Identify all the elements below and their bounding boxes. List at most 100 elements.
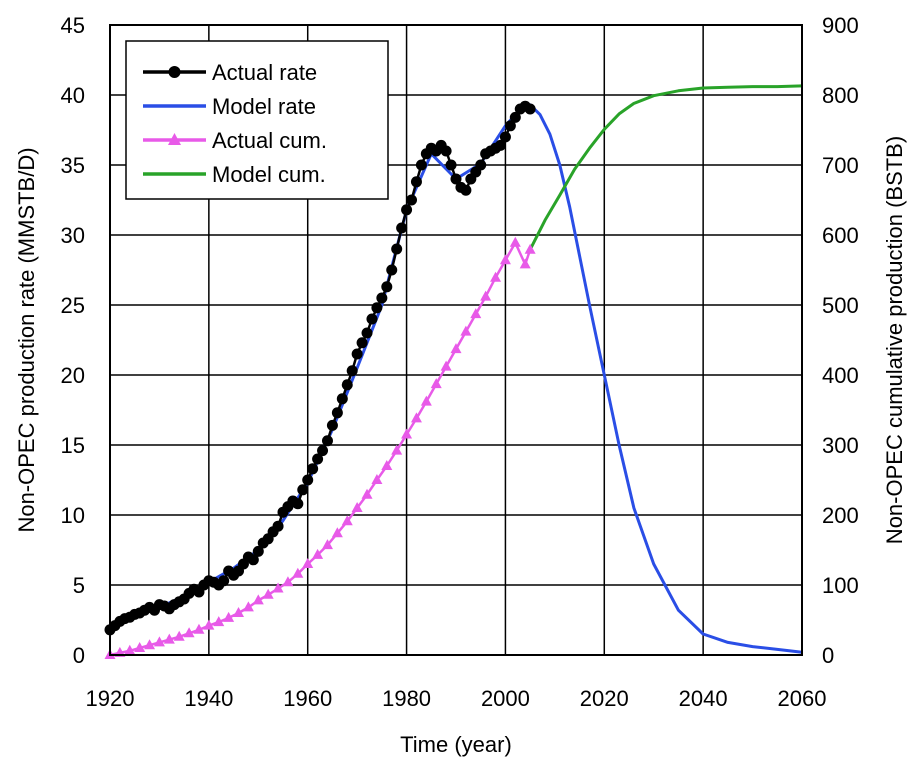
series-model-cum: [528, 84, 803, 251]
y2-tick-label: 700: [822, 153, 859, 178]
legend-label: Model cum.: [212, 162, 326, 187]
legend-label: Actual rate: [212, 60, 317, 85]
data-point: [410, 412, 422, 423]
data-point: [494, 139, 506, 151]
data-point: [381, 460, 393, 470]
y-tick-label: 5: [73, 573, 85, 598]
legend-label: Model rate: [212, 94, 316, 119]
data-point: [445, 159, 457, 171]
data-point: [480, 290, 492, 301]
legend-marker: [168, 133, 181, 145]
data-point: [312, 548, 324, 559]
data-point: [233, 607, 245, 617]
data-point: [183, 627, 195, 638]
x-tick-label: 2020: [580, 686, 629, 711]
data-point: [193, 623, 205, 634]
x-tick-label: 2000: [481, 686, 530, 711]
data-point: [519, 258, 531, 269]
data-point: [386, 264, 398, 276]
data-point: [302, 558, 314, 568]
y-tick-label: 15: [61, 433, 85, 458]
data-point: [450, 343, 462, 354]
series-line-model-cum: [528, 84, 803, 251]
legend-item: Actual rate: [143, 60, 317, 85]
data-point: [440, 360, 452, 371]
data-point: [218, 575, 230, 587]
series-actual-rate: [104, 100, 536, 636]
x-axis-title: Time (year): [400, 732, 512, 757]
data-point: [331, 527, 343, 538]
y2-tick-label: 800: [822, 83, 859, 108]
data-point: [361, 488, 373, 499]
data-point: [401, 204, 413, 216]
data-point: [144, 639, 156, 650]
x-tick-label: 1960: [283, 686, 332, 711]
data-point: [415, 159, 427, 171]
data-point: [247, 554, 259, 566]
data-point: [252, 545, 264, 557]
y-tick-label: 45: [61, 13, 85, 38]
y2-tick-label: 500: [822, 293, 859, 318]
data-point: [302, 474, 314, 486]
y-tick-label: 40: [61, 83, 85, 108]
data-point: [351, 348, 363, 360]
data-point: [406, 194, 418, 206]
data-point: [470, 308, 482, 319]
data-point: [307, 463, 319, 475]
data-point: [341, 379, 353, 391]
data-point: [430, 378, 442, 389]
data-point: [410, 176, 422, 188]
data-point: [356, 337, 368, 349]
y-tick-label: 20: [61, 363, 85, 388]
y2-tick-label: 600: [822, 223, 859, 248]
legend: Actual rate Model rate Actual cum. Model cu…: [125, 40, 389, 200]
data-point: [450, 173, 462, 185]
x-tick-label: 1980: [382, 686, 431, 711]
legend-marker: [168, 66, 181, 78]
data-point: [297, 484, 309, 496]
data-point: [391, 444, 403, 455]
x-tick-label: 1920: [86, 686, 135, 711]
data-point: [321, 435, 333, 447]
data-point: [460, 184, 472, 196]
y-tick-label: 35: [61, 153, 85, 178]
y2-tick-label: 400: [822, 363, 859, 388]
x-tick-label: 1940: [184, 686, 233, 711]
legend-item: Model rate: [143, 94, 316, 119]
legend-label: Actual cum.: [212, 128, 327, 153]
data-point: [272, 582, 284, 593]
data-point: [252, 594, 264, 605]
data-point: [381, 281, 393, 293]
data-point: [524, 243, 536, 254]
data-point: [213, 616, 225, 627]
data-point: [326, 419, 338, 431]
data-point: [153, 636, 165, 647]
legend-item: Actual cum.: [143, 128, 327, 153]
data-point: [272, 520, 284, 532]
data-point: [173, 630, 185, 641]
data-point: [524, 103, 536, 115]
data-point: [341, 515, 353, 526]
data-point: [371, 302, 383, 314]
data-point: [317, 445, 329, 457]
data-point: [223, 611, 235, 622]
y-axis-title-left: Non-OPEC production rate (MMSTB/D): [14, 147, 39, 532]
y2-tick-label: 300: [822, 433, 859, 458]
data-point: [376, 292, 388, 304]
y-tick-label: 25: [61, 293, 85, 318]
y2-tick-label: 200: [822, 503, 859, 528]
data-point: [242, 601, 254, 612]
data-point: [391, 243, 403, 255]
data-point: [440, 145, 452, 157]
data-point: [124, 644, 136, 655]
data-point: [460, 325, 472, 336]
series-actual-cum: [104, 236, 536, 659]
plot-frame: [109, 24, 803, 656]
data-point: [312, 453, 324, 465]
x-tick-label: 2040: [679, 686, 728, 711]
data-point: [282, 576, 294, 587]
data-point: [361, 327, 373, 339]
y2-tick-label: 0: [822, 643, 834, 668]
series-layer: [104, 84, 803, 659]
